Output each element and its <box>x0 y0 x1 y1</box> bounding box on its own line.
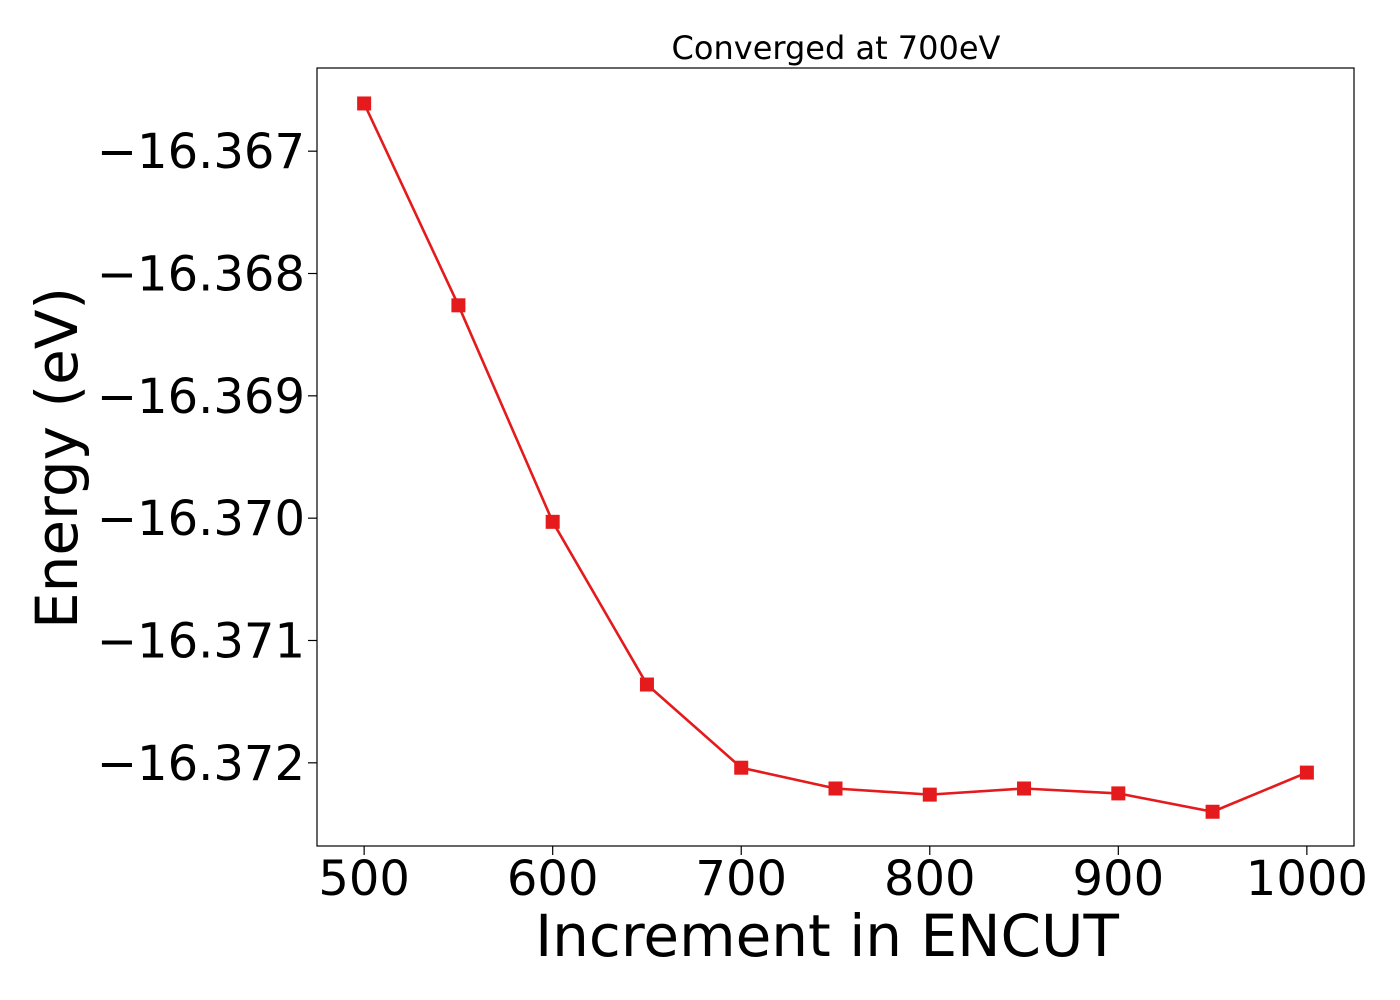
y-tick-label: −16.367 <box>97 124 305 180</box>
x-tick-label: 1000 <box>1246 851 1368 907</box>
x-tick-label: 900 <box>1073 851 1165 907</box>
x-tick-label: 800 <box>884 851 976 907</box>
data-point <box>639 677 654 692</box>
data-point <box>828 781 843 796</box>
data-point <box>1111 786 1126 801</box>
series-layer <box>357 96 1314 819</box>
data-point <box>734 760 749 775</box>
data-point <box>1205 804 1220 819</box>
data-point <box>545 514 560 529</box>
data-point <box>1299 765 1314 780</box>
y-axis-label: Energy (eV) <box>23 287 91 629</box>
chart-title: Converged at 700eV <box>672 29 1001 67</box>
data-point <box>922 787 937 802</box>
plot-area <box>316 67 1355 847</box>
y-axis: −16.367 −16.368 −16.369 −16.370 −16.371 −16.3… <box>97 124 317 792</box>
x-tick-label: 500 <box>318 851 410 907</box>
y-tick-label: −16.370 <box>97 491 305 547</box>
x-tick-label: 700 <box>695 851 787 907</box>
y-tick-label: −16.372 <box>97 736 305 792</box>
y-tick-label: −16.371 <box>97 613 305 669</box>
y-tick-label: −16.369 <box>97 369 305 425</box>
x-axis: 500 600 700 800 900 1000 <box>318 846 1368 907</box>
x-axis-label: Increment in ENCUT <box>535 902 1119 970</box>
data-point <box>357 96 372 111</box>
data-point <box>1017 781 1032 796</box>
x-tick-label: 600 <box>507 851 599 907</box>
y-tick-label: −16.368 <box>97 247 305 303</box>
data-point <box>451 298 466 313</box>
